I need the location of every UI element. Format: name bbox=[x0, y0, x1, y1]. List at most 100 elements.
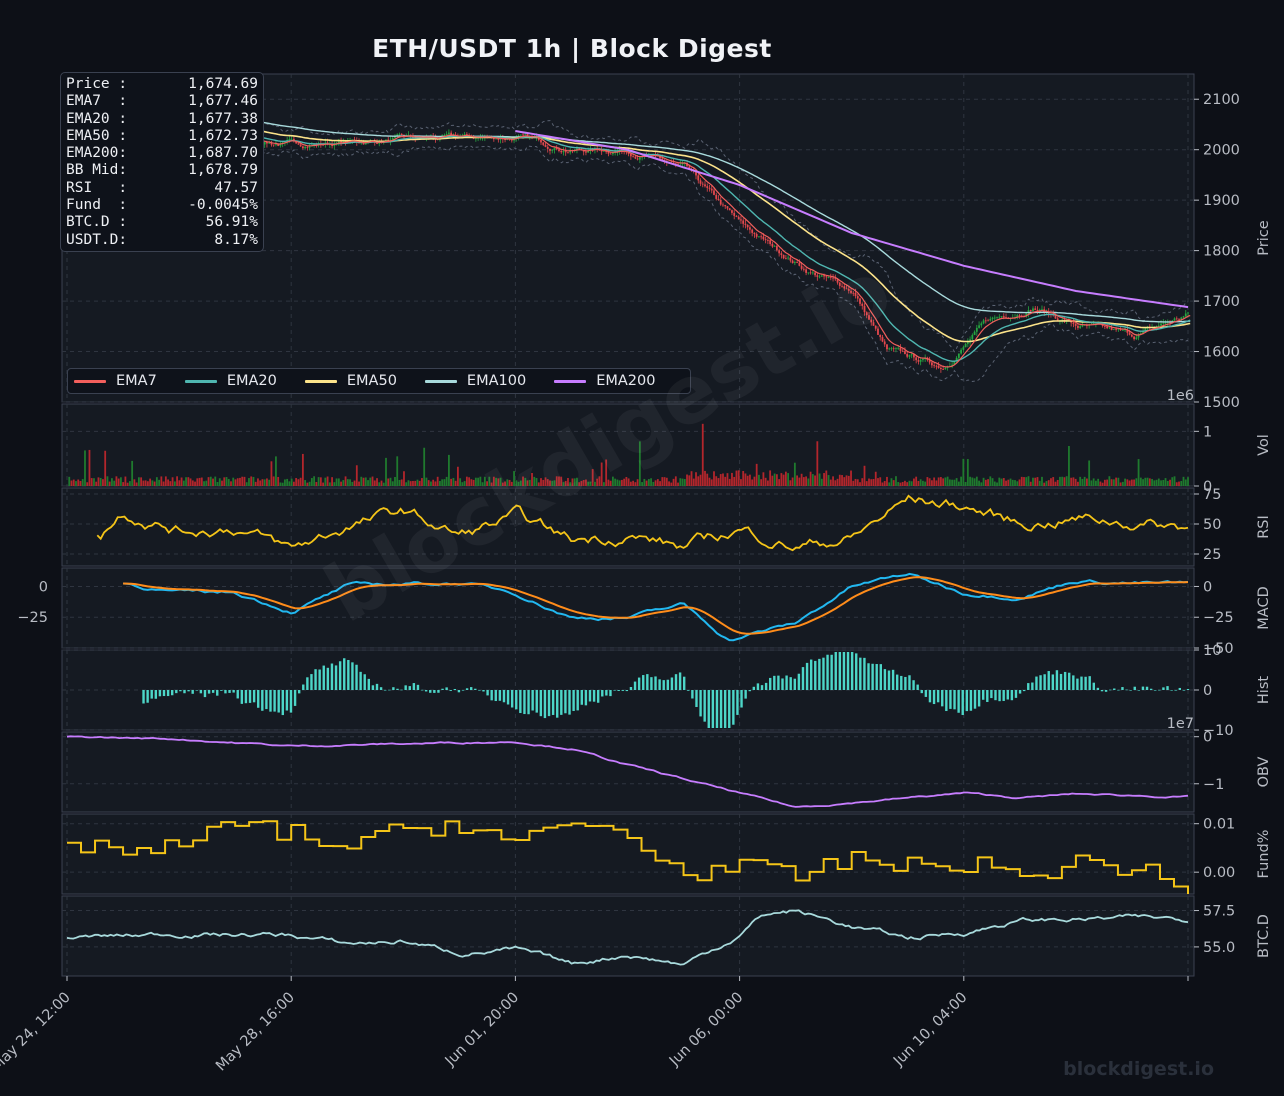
volume-bar bbox=[735, 470, 738, 486]
volume-bar bbox=[155, 477, 158, 486]
volume-bar bbox=[1059, 476, 1061, 486]
histogram-bar bbox=[383, 689, 387, 691]
volume-bar bbox=[376, 478, 378, 486]
candle-body bbox=[638, 157, 641, 160]
volume-bar bbox=[915, 476, 918, 486]
histogram-bar bbox=[1158, 689, 1161, 691]
histogram-bar bbox=[1170, 690, 1173, 691]
volume-bar bbox=[104, 450, 107, 486]
volume-bar bbox=[827, 475, 830, 486]
candle-body bbox=[749, 227, 751, 230]
volume-bar bbox=[989, 476, 992, 486]
volume-bar bbox=[560, 476, 563, 486]
candle-body bbox=[836, 279, 839, 283]
volume-bar bbox=[838, 474, 841, 486]
info-row: Fund : -0.0045% bbox=[66, 197, 258, 214]
volume-bar bbox=[182, 480, 185, 486]
volume-bar bbox=[856, 479, 859, 486]
histogram-bar bbox=[162, 690, 166, 697]
candle-body bbox=[731, 210, 733, 213]
candle-body bbox=[764, 239, 767, 241]
volume-bar bbox=[472, 479, 475, 486]
candle-body bbox=[564, 151, 567, 153]
volume-bar bbox=[526, 480, 529, 486]
volume-bar bbox=[567, 478, 569, 486]
volume-bar bbox=[829, 479, 832, 486]
candle-body bbox=[443, 135, 446, 136]
volume-bar bbox=[620, 479, 623, 486]
volume-bar bbox=[551, 480, 554, 486]
volume-bar bbox=[753, 476, 756, 486]
candle-body bbox=[935, 365, 938, 367]
y-tick-label-price: 2100 bbox=[1203, 92, 1240, 108]
histogram-bar bbox=[912, 680, 915, 690]
candle-body bbox=[724, 205, 727, 207]
histogram-bar bbox=[838, 652, 842, 690]
candle-body bbox=[544, 144, 547, 147]
volume-bar bbox=[398, 480, 401, 486]
histogram-bar bbox=[740, 690, 743, 708]
histogram-bar bbox=[310, 674, 313, 690]
candle-body bbox=[1079, 326, 1082, 328]
histogram-bar bbox=[982, 690, 985, 700]
histogram-bar bbox=[719, 690, 723, 728]
volume-bar bbox=[1014, 480, 1016, 486]
volume-bar bbox=[616, 479, 619, 486]
volume-bar bbox=[688, 475, 691, 486]
volume-bar bbox=[969, 476, 971, 486]
volume-bar bbox=[713, 471, 715, 486]
volume-bar bbox=[441, 479, 444, 486]
candle-body bbox=[335, 142, 338, 144]
volume-bar bbox=[802, 477, 805, 486]
histogram-bar bbox=[986, 690, 989, 702]
candle-body bbox=[677, 163, 679, 165]
volume-bar bbox=[79, 480, 82, 486]
candle-body bbox=[396, 134, 399, 136]
histogram-bar bbox=[564, 690, 567, 714]
histogram-bar bbox=[756, 683, 760, 690]
candle-body bbox=[910, 354, 913, 356]
candle-body bbox=[787, 257, 790, 259]
volume-bar bbox=[1090, 480, 1093, 486]
volume-bar bbox=[845, 475, 848, 486]
candle-body bbox=[558, 149, 560, 151]
histogram-bar bbox=[375, 683, 379, 690]
histogram-bar bbox=[187, 690, 190, 692]
histogram-bar bbox=[457, 690, 461, 693]
candle-body bbox=[1164, 322, 1167, 324]
volume-bar bbox=[982, 477, 985, 486]
volume-bar bbox=[389, 477, 392, 486]
candle-body bbox=[1081, 325, 1084, 327]
volume-bar bbox=[663, 477, 666, 486]
volume-bar bbox=[1000, 478, 1003, 486]
volume-bar bbox=[681, 478, 684, 486]
candle-body bbox=[944, 367, 947, 370]
info-value: -0.0045% bbox=[188, 197, 258, 214]
candle-body bbox=[555, 147, 558, 150]
chart-legend: EMA7 EMA20 EMA50 EMA100 EMA200 bbox=[67, 368, 691, 394]
candle-body bbox=[272, 144, 275, 146]
candle-body bbox=[798, 262, 801, 266]
volume-bar bbox=[169, 481, 172, 486]
histogram-bar bbox=[990, 690, 993, 699]
candle-body bbox=[1130, 334, 1133, 337]
volume-bar bbox=[1112, 479, 1115, 486]
candle-body bbox=[634, 156, 637, 159]
volume-bar bbox=[223, 477, 226, 486]
volume-bar bbox=[333, 482, 336, 486]
volume-bar bbox=[749, 474, 751, 486]
candle-body bbox=[1074, 323, 1077, 326]
info-row: EMA20 : 1,677.38 bbox=[66, 111, 258, 128]
volume-bar bbox=[1065, 476, 1068, 486]
volume-bar bbox=[319, 477, 322, 486]
info-row: RSI : 47.57 bbox=[66, 180, 258, 197]
info-value: 1,678.79 bbox=[188, 162, 258, 179]
candle-body bbox=[400, 133, 403, 136]
candle-body bbox=[877, 328, 879, 335]
volume-bar bbox=[263, 479, 266, 486]
legend-swatch-ema20 bbox=[184, 379, 217, 383]
histogram-bar bbox=[900, 675, 903, 690]
candle-body bbox=[960, 349, 963, 354]
volume-bar bbox=[542, 479, 545, 486]
volume-bar bbox=[524, 477, 527, 486]
